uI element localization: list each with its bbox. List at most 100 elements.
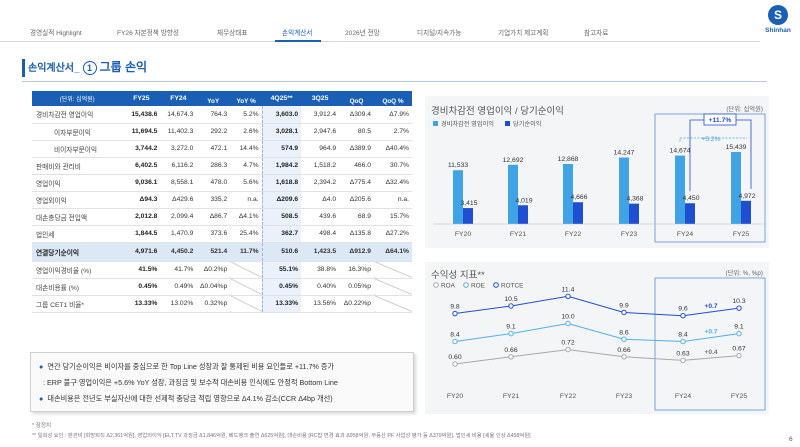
row-label: 경비차감전 영업이익 bbox=[32, 106, 123, 124]
point-label: 9.9 bbox=[619, 302, 629, 309]
change-label: +0.4 bbox=[704, 349, 717, 356]
table-cell: 3,603.0 bbox=[262, 106, 302, 124]
table-row: 영업외이익 Δ94.3 Δ429.6 335.2 n.a. Δ209.6 Δ4.0 Δ205.… bbox=[32, 191, 412, 209]
nav-item-digital[interactable]: 디지털/지속가능 bbox=[417, 30, 462, 37]
table-cell: Δ32.4% bbox=[373, 174, 412, 192]
note-line-1: ● 연간 당기순이익은 비이자를 중심으로 한 Top Line 성장과 잘 통제… bbox=[39, 362, 335, 371]
top-nav: 경영실적 Highlight FY26 자본정책 방향성 재무상태표 손익계산서… bbox=[0, 0, 800, 42]
bar-operating-profit bbox=[619, 157, 629, 224]
logo-text: Shinhan bbox=[765, 27, 791, 34]
table-cell: 373.6 bbox=[196, 225, 231, 243]
table-cell: 30.7% bbox=[373, 157, 412, 175]
table-cell: 14,674.3 bbox=[160, 106, 197, 124]
footnote-2: ** 일회성 요인 : 판관비 [희망퇴직 Δ2,361억원], 영업외이익 [… bbox=[32, 433, 531, 439]
nav-item-income-statement[interactable]: 손익계산서 bbox=[282, 30, 313, 37]
bullet-icon: ● bbox=[39, 362, 44, 371]
bar-net-income bbox=[573, 202, 583, 224]
row-label: 대손충당금 전입액 bbox=[32, 208, 123, 226]
x-tick-label: FY21 bbox=[510, 231, 526, 238]
col-4q25: 4Q25** bbox=[262, 91, 302, 106]
table-cell: 2,099.4 bbox=[160, 208, 197, 226]
x-tick-label: FY25 bbox=[733, 231, 749, 238]
point-label: 8.4 bbox=[678, 332, 688, 339]
table-cell: 2.6% bbox=[230, 123, 263, 141]
table-cell: 16.3%p bbox=[339, 261, 374, 279]
title-main: 그룹 손익 bbox=[99, 60, 148, 74]
nav-item-value-up[interactable]: 기업가치 제고계획 bbox=[498, 30, 549, 37]
bar-value-label: 4,368 bbox=[626, 196, 643, 203]
bar-chart-panel: 경비차감전 영업이익 / 당기순이익 (단위: 십억원) 경비차감전 영업이익 당… bbox=[425, 96, 769, 248]
line-chart-panel: 수익성 지표** (단위: %, %p) ROA ROE ROTCE 0.60 0.66… bbox=[425, 262, 769, 414]
table-cell: 5.6% bbox=[230, 174, 263, 192]
bar-value-label: 14,247 bbox=[614, 150, 635, 157]
nav-item-appendix[interactable]: 참고자료 bbox=[584, 30, 609, 37]
table-cell: 6,402.5 bbox=[122, 157, 161, 175]
table-cell: 964.9 bbox=[301, 140, 340, 158]
nav-item-capital-policy[interactable]: FY26 자본정책 방향성 bbox=[117, 30, 179, 37]
table-cell: 6,116.2 bbox=[160, 157, 197, 175]
series-line-roa bbox=[454, 349, 740, 365]
table-cell: 4.7% bbox=[230, 157, 263, 175]
commentary-box: ● 연간 당기순이익은 비이자를 중심으로 한 Top Line 성장과 잘 통제… bbox=[30, 352, 414, 412]
col-yoy: YoY bbox=[196, 97, 231, 106]
table-cell: 13.56% bbox=[301, 295, 340, 313]
title-accent-bar bbox=[22, 59, 25, 77]
table-cell: 335.2 bbox=[196, 191, 231, 209]
table-cell: 8,558.1 bbox=[160, 174, 197, 192]
point-label: 9.1 bbox=[734, 324, 744, 331]
table-cell: Δ389.9 bbox=[339, 140, 374, 158]
bar-value-label: 4,450 bbox=[682, 195, 699, 202]
bar-value-label: 15,439 bbox=[726, 144, 747, 151]
nav-active-indicator bbox=[275, 40, 321, 42]
table-cell: n.a. bbox=[373, 191, 412, 209]
line-chart: ROA ROE ROTCE 0.60 0.66 0.72 0.66 0.63 0.67 8.4 9.… bbox=[433, 277, 766, 411]
table-cell: 14.4% bbox=[230, 140, 263, 158]
annotation-box bbox=[703, 113, 737, 126]
table-cell: 4,450.2 bbox=[160, 242, 197, 262]
x-tick-label: FY24 bbox=[675, 393, 691, 400]
change-label: +0.7 bbox=[704, 329, 717, 336]
table-body: 경비차감전 영업이익 15,438.6 14,674.3 764.3 5.2% 3,603… bbox=[32, 106, 412, 313]
x-tick-label: FY20 bbox=[455, 231, 471, 238]
table-cell: 41.7% bbox=[160, 261, 197, 279]
point-label: 0.72 bbox=[561, 340, 574, 347]
page-number: 6 bbox=[789, 436, 793, 443]
table-cell bbox=[230, 295, 263, 313]
series-line-rotce bbox=[454, 295, 740, 317]
bar-value-label: 11,533 bbox=[448, 162, 469, 169]
bar-chart: 경비차감전 영업이익 당기순이익 11,533 3,415 FY20 12,692 4,01… bbox=[433, 113, 766, 243]
table-cell: 1,984.2 bbox=[262, 157, 302, 175]
point-label: 0.67 bbox=[732, 346, 745, 353]
data-point bbox=[452, 361, 458, 367]
title-number: 1 bbox=[82, 61, 97, 75]
table-cell: 11,694.5 bbox=[122, 123, 161, 141]
bar-net-income bbox=[741, 200, 751, 224]
row-label: 법인세 bbox=[32, 225, 123, 243]
nav-item-highlight[interactable]: 경영실적 Highlight bbox=[30, 30, 82, 37]
table-cell: Δ205.6 bbox=[339, 191, 374, 209]
legend-marker bbox=[493, 282, 499, 288]
table-cell: 510.6 bbox=[262, 242, 302, 262]
nav-item-balance-sheet[interactable]: 재무상태표 bbox=[217, 30, 248, 37]
data-point bbox=[680, 312, 686, 319]
table-row: 연결당기순이익 4,971.6 4,450.2 521.4 11.7% 510.6 1,42… bbox=[32, 242, 412, 262]
point-label: 0.66 bbox=[617, 347, 630, 354]
legend-swatch bbox=[433, 121, 438, 126]
table-cell: Δ309.4 bbox=[339, 106, 374, 124]
table-cell: 15,438.6 bbox=[122, 106, 161, 124]
line-chart-unit: (단위: %, %p) bbox=[725, 270, 763, 277]
point-label: 0.60 bbox=[448, 354, 461, 361]
table-cell: Δ86.7 bbox=[196, 208, 231, 226]
table-cell: Δ0.04%p bbox=[196, 278, 231, 296]
shinhan-logo: S Shinhan bbox=[762, 5, 794, 37]
table-cell: 0.05%p bbox=[339, 278, 374, 296]
table-header-row: (단위: 십억원) FY25 FY24 4Q25** 3Q25 bbox=[32, 91, 412, 106]
bar-operating-profit bbox=[563, 163, 573, 224]
bar-value-label: 4,666 bbox=[570, 194, 587, 201]
table-row: 대손비용률 (%) 0.45% 0.49% Δ0.04%p 0.45% 0.40% 0.05… bbox=[32, 278, 412, 296]
row-label: 영업이익경비율 (%) bbox=[32, 261, 123, 279]
nav-item-outlook[interactable]: 2026년 전망 bbox=[345, 30, 380, 37]
table-row: 법인세 1,844.5 1,470.9 373.6 25.4% 362.7 498.4 Δ13… bbox=[32, 225, 412, 243]
row-label: 판매비와 관리비 bbox=[32, 157, 123, 175]
point-label: 0.66 bbox=[504, 347, 517, 354]
